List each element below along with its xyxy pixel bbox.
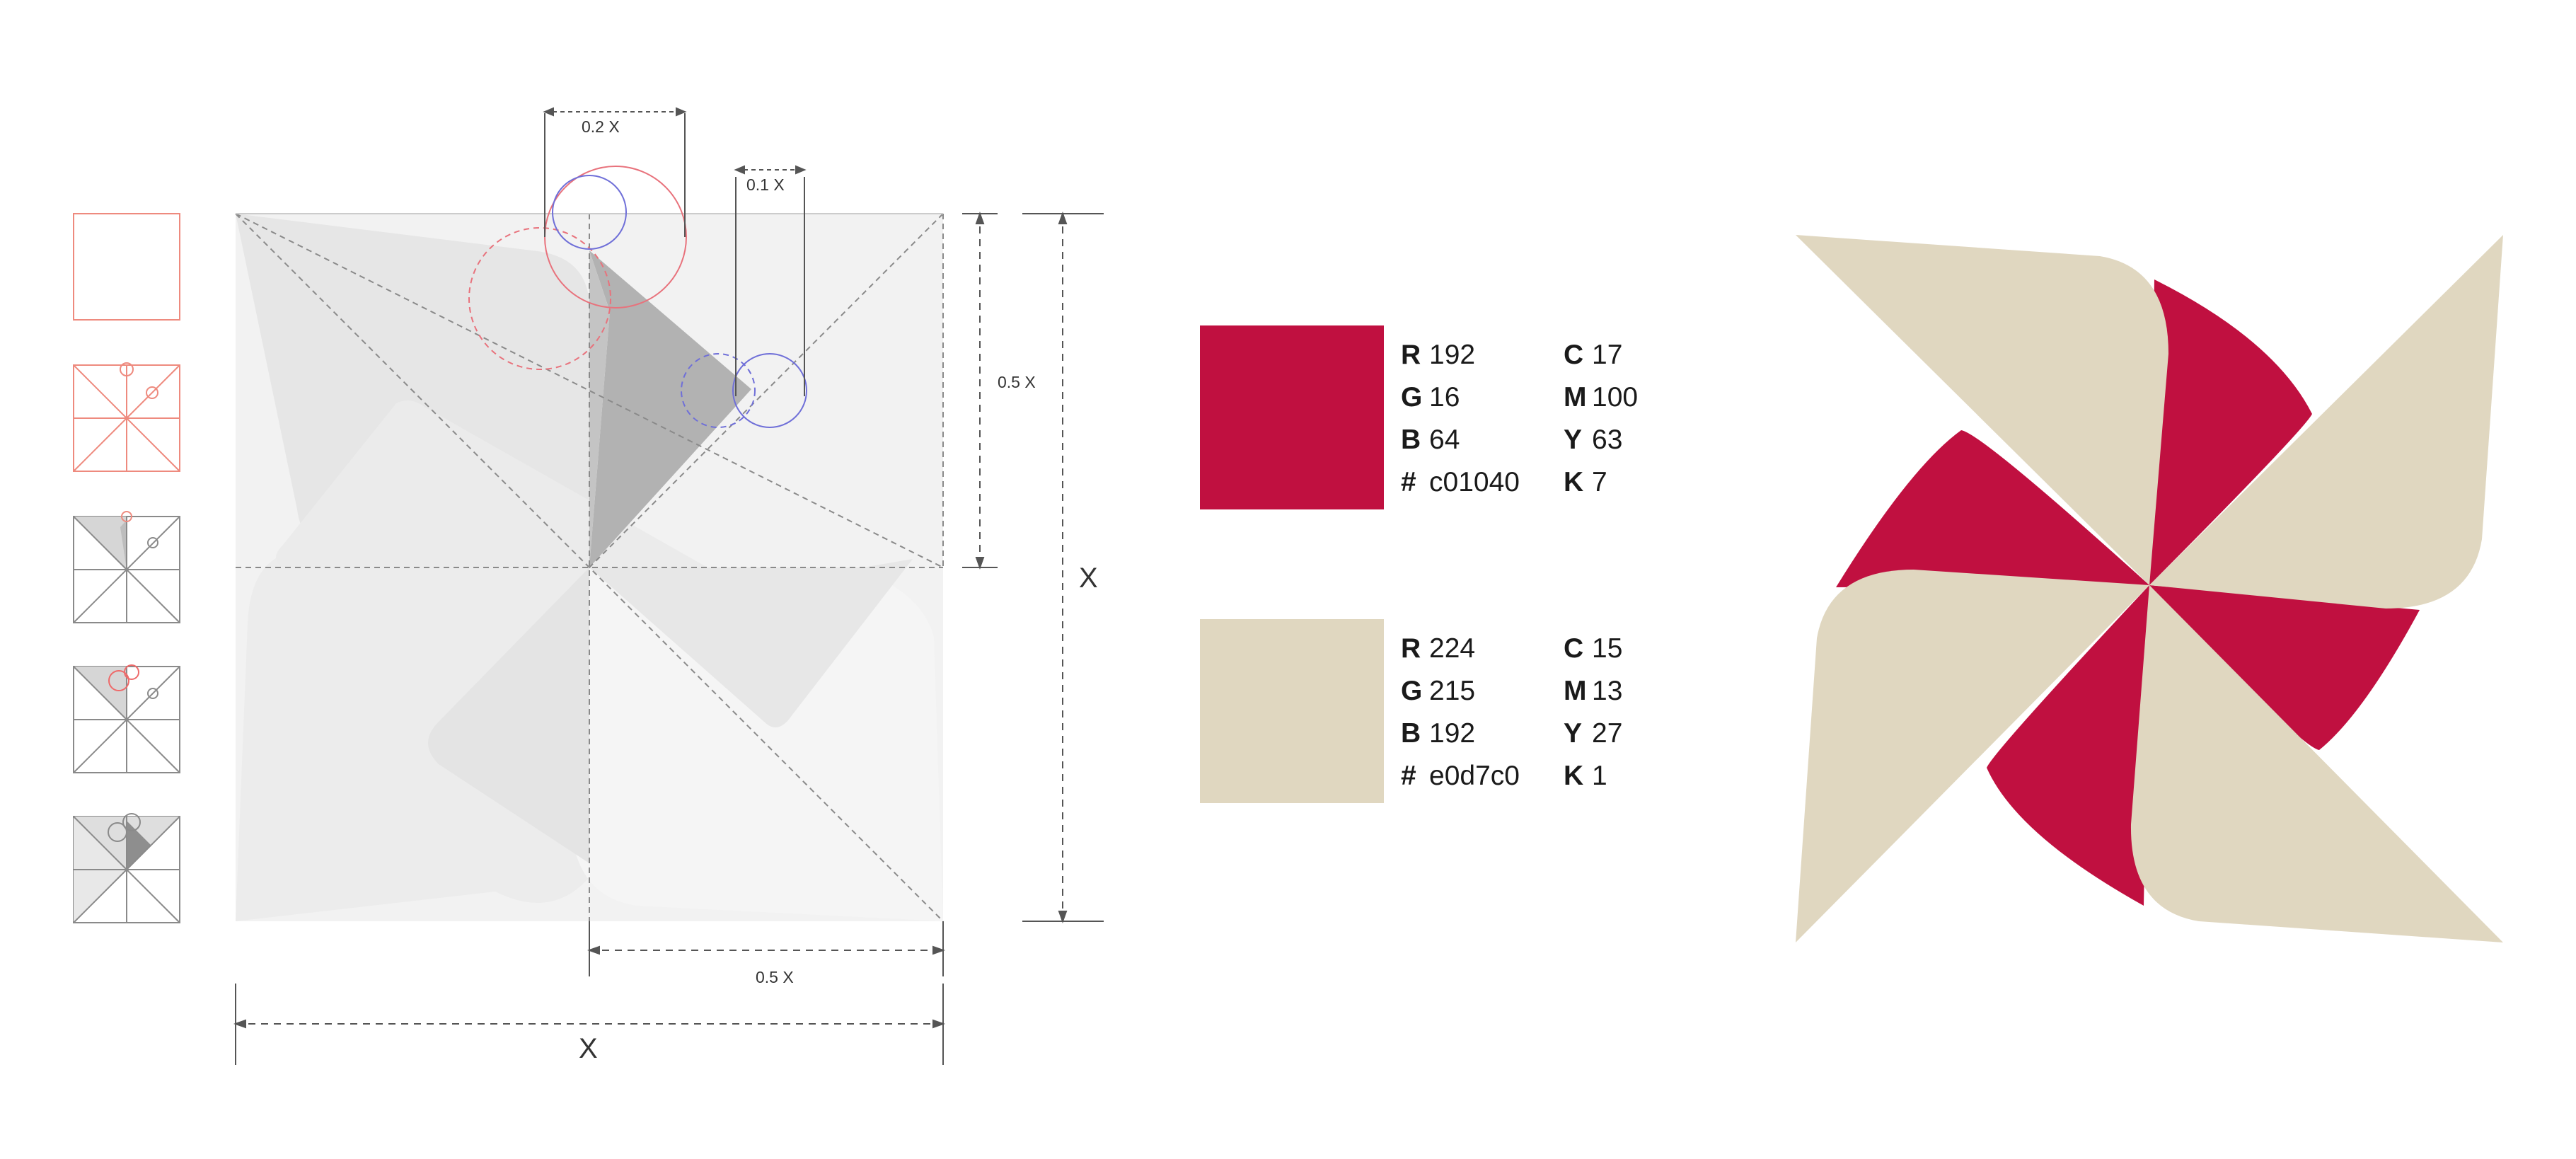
step-2-grid bbox=[73, 362, 180, 472]
crimson-blade-right bbox=[2149, 585, 2420, 750]
crimson-blade-left bbox=[1836, 430, 2149, 587]
dimension-label-0.1x: 0.1 X bbox=[746, 175, 785, 194]
highlighted-blade bbox=[589, 250, 751, 567]
swatch-sand bbox=[1200, 619, 1384, 803]
construction-steps bbox=[73, 213, 180, 923]
dimension-label-bottom-full: X bbox=[579, 1033, 598, 1064]
dimension-label-0.2x: 0.2 X bbox=[582, 117, 620, 136]
crimson-blade-bottom bbox=[1987, 585, 2149, 906]
dimension-label-right-half: 0.5 X bbox=[998, 373, 1036, 391]
swatch-crimson-rgb: R 192 G 16 B 64 # c01040 bbox=[1401, 340, 1520, 497]
guide-circle-blue-top bbox=[552, 175, 627, 250]
swatch-crimson bbox=[1200, 325, 1384, 509]
step-4-grid bbox=[73, 664, 180, 773]
sand-blade-right bbox=[2149, 235, 2503, 609]
dimension-label-right-full: X bbox=[1079, 563, 1098, 594]
sand-blade-top bbox=[1796, 235, 2168, 585]
pinwheel-logo bbox=[1796, 235, 2503, 942]
step-5-grid bbox=[73, 813, 180, 923]
dimension-lines bbox=[233, 107, 1104, 1065]
guide-circle-blue-right bbox=[732, 353, 807, 428]
crimson-blade-top bbox=[2149, 279, 2312, 585]
step-1-frame bbox=[73, 213, 180, 321]
construction-diagram bbox=[235, 113, 944, 922]
swatch-sand-rgb: R 224 G 215 B 192 # e0d7c0 bbox=[1401, 633, 1520, 791]
dimension-label-bottom-half: 0.5 X bbox=[756, 968, 794, 986]
step-3-grid bbox=[73, 511, 180, 623]
sand-blade-bottom bbox=[2130, 585, 2503, 942]
sand-blade-left bbox=[1796, 570, 2149, 942]
